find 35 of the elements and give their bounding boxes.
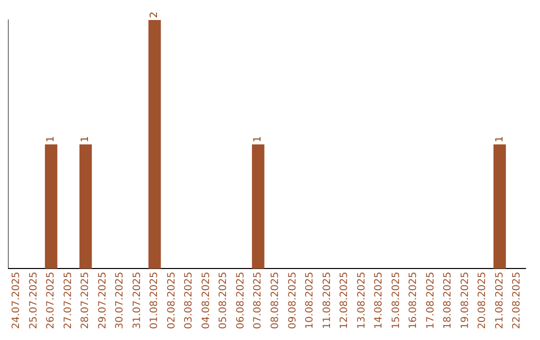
x-tick-label: 19.08.2025 [460, 272, 471, 330]
data-label: 1 [494, 136, 506, 142]
x-tick-label: 31.07.2025 [132, 272, 143, 330]
x-tick-label: 20.08.2025 [477, 272, 488, 330]
data-label: 2 [149, 12, 160, 18]
x-tick-label: 07.08.2025 [252, 272, 264, 330]
x-tick-label: 25.07.2025 [28, 272, 40, 330]
x-tick-label: 11.08.2025 [322, 272, 333, 330]
x-tick-label: 08.08.2025 [270, 272, 281, 330]
x-tick-label: 12.08.2025 [339, 272, 350, 330]
x-tick-label: 03.08.2025 [184, 272, 195, 330]
x-tick-label: 01.08.2025 [149, 272, 160, 330]
x-tick-label: 29.07.2025 [97, 272, 108, 330]
x-tick-label: 28.07.2025 [80, 272, 92, 330]
x-tick-label: 21.08.2025 [494, 272, 506, 330]
x-tick-label: 13.08.2025 [356, 272, 368, 330]
x-tick-label: 18.08.2025 [442, 272, 454, 330]
x-tick-label: 16.08.2025 [408, 272, 420, 330]
x-tick-label: 26.07.2025 [46, 272, 57, 330]
data-label: 1 [252, 136, 264, 142]
x-tick-label: 10.08.2025 [304, 272, 316, 330]
data-label: 1 [80, 136, 92, 142]
x-tick-label: 17.08.2025 [425, 272, 436, 330]
x-tick-label: 09.08.2025 [287, 272, 298, 330]
x-tick-label: 06.08.2025 [235, 272, 246, 330]
x-tick-label: 14.08.2025 [374, 272, 385, 330]
x-tick-label: 27.07.2025 [62, 272, 74, 330]
x-tick-label: 24.07.2025 [11, 272, 22, 330]
x-tick-label: 04.08.2025 [200, 272, 212, 330]
x-tick-label: 22.08.2025 [512, 272, 523, 330]
data-label: 1 [46, 136, 57, 142]
x-tick-label: 05.08.2025 [218, 272, 230, 330]
x-tick-label: 15.08.2025 [390, 272, 402, 330]
x-tick-label: 02.08.2025 [166, 272, 178, 330]
x-tick-label: 30.07.2025 [114, 272, 126, 330]
